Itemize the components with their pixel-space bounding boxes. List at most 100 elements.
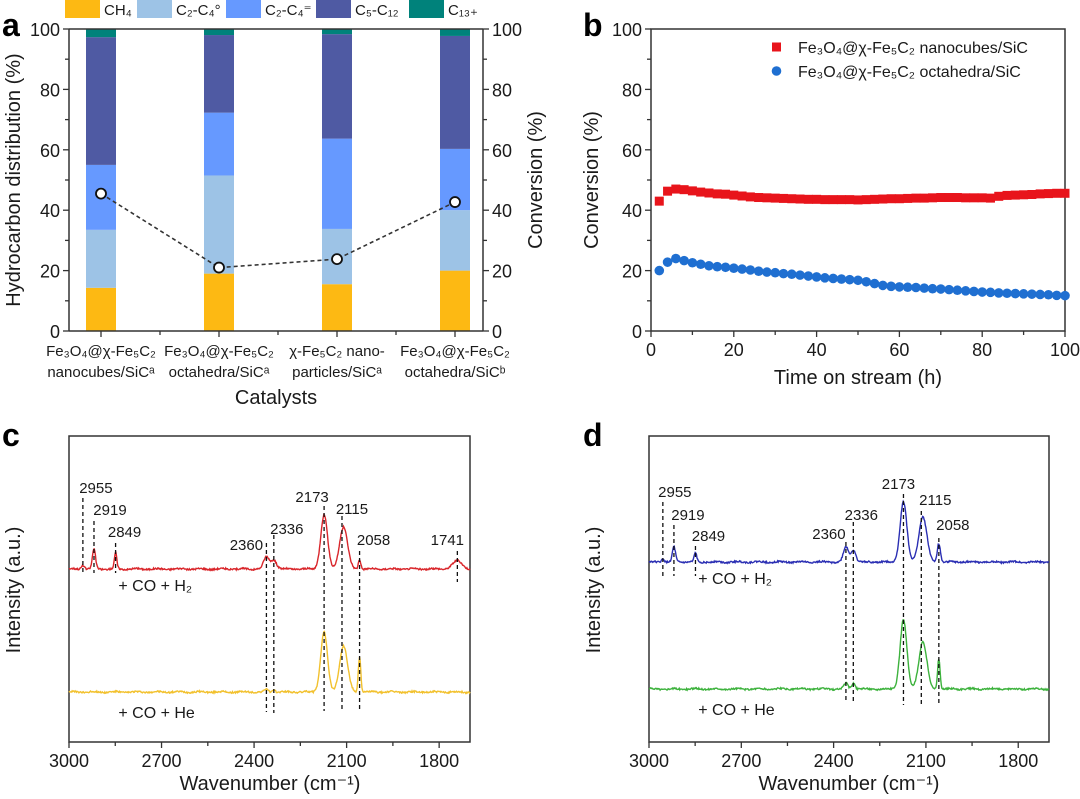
- data-point-square: [969, 193, 979, 203]
- series-label: + CO + H₂: [118, 578, 192, 595]
- data-point-square: [770, 193, 780, 203]
- panel-d-xlabel: Wavenumber (cm⁻¹): [759, 773, 940, 795]
- legend-marker-circle: [771, 66, 782, 76]
- spectrum-line: [68, 630, 471, 695]
- data-point-circle: [902, 282, 913, 293]
- y2-tick-label: 80: [492, 80, 512, 100]
- panel-a-ylabel: Hydrocarbon distribution (%): [3, 53, 25, 306]
- data-point-circle: [770, 267, 780, 278]
- panel-label-b: b: [583, 7, 603, 43]
- data-point-circle: [795, 270, 805, 280]
- panel-label-a: a: [2, 7, 20, 43]
- legend-swatch: [65, 0, 100, 18]
- data-point-circle: [679, 255, 689, 266]
- data-point-square: [762, 193, 772, 203]
- category-label: nanocubes/SiCᵃ: [47, 364, 155, 381]
- data-point-circle: [712, 261, 723, 272]
- data-point-circle: [778, 268, 789, 279]
- x-tick-label: 80: [972, 340, 992, 360]
- y-tick-label: 40: [40, 201, 60, 221]
- plot-frame: [648, 435, 1050, 743]
- conversion-point: [95, 187, 107, 200]
- data-point-circle: [811, 272, 822, 282]
- data-point-square: [820, 195, 830, 205]
- x-tick-label: 60: [889, 340, 909, 360]
- legend-label: C₂-C₄⁼: [265, 2, 312, 19]
- data-point-square: [687, 186, 697, 196]
- legend-marker-square: [772, 42, 781, 52]
- data-point-square: [894, 194, 904, 204]
- data-point-circle: [861, 276, 872, 287]
- data-point-circle: [704, 260, 714, 271]
- peak-label: 2849: [108, 524, 141, 541]
- data-point-square: [1052, 188, 1062, 198]
- panel-a-chart: 0 0 20 20 40 40 60 60 80 80 100 100 Fe₃O₄@χ-Fe₅C₂ nan…: [30, 0, 522, 381]
- data-point-square: [836, 195, 846, 205]
- legend-label: C₅-C₁₂: [355, 2, 399, 19]
- series-label: + CO + He: [698, 702, 775, 719]
- peak-label: 2173: [882, 476, 915, 493]
- panel-c-chart: 3000 2700 2400 2100 1800 + CO + H₂ + CO + He 29…: [49, 435, 471, 771]
- data-point-square: [795, 194, 805, 204]
- panel-a-xlabel: Catalysts: [235, 387, 317, 409]
- conversion-point: [449, 196, 461, 208]
- bar-segment: [204, 29, 234, 36]
- data-point-square: [919, 193, 929, 203]
- peak-label: 2955: [658, 484, 691, 501]
- legend-swatch: [316, 0, 351, 18]
- bar-segment: [440, 210, 470, 271]
- data-point-circle: [737, 264, 747, 274]
- data-point-square: [861, 195, 871, 205]
- bar-segment: [86, 229, 116, 288]
- data-point-square: [878, 194, 888, 204]
- panel-b-xlabel: Time on stream (h): [774, 367, 942, 389]
- y-tick-label: 100: [30, 20, 60, 40]
- legend-swatch: [226, 0, 261, 18]
- data-point-square: [994, 191, 1004, 201]
- data-point-circle: [993, 288, 1004, 298]
- panel-b-ylabel: Conversion (%): [581, 111, 603, 249]
- peak-label: 2058: [936, 517, 969, 534]
- y-tick-label: 0: [50, 322, 60, 342]
- data-point-circle: [762, 267, 772, 277]
- bar-segment: [322, 34, 352, 139]
- data-point-circle: [878, 280, 888, 291]
- bar-segment: [86, 37, 116, 165]
- category-label: octahedra/SiCᵃ: [169, 364, 270, 381]
- data-point-circle: [695, 259, 706, 270]
- bar-segment: [204, 273, 234, 331]
- data-point-square: [1043, 189, 1053, 199]
- data-point-square: [1002, 190, 1012, 200]
- panel-d-ylabel: Intensity (a.u.): [583, 527, 605, 654]
- data-point-circle: [1043, 289, 1054, 300]
- x-tick-label: 20: [724, 340, 744, 360]
- y-tick-label: 0: [632, 322, 642, 342]
- data-point-circle: [687, 257, 698, 268]
- data-point-circle: [729, 263, 739, 273]
- data-point-square: [663, 186, 673, 196]
- legend-swatch: [409, 0, 444, 18]
- data-point-circle: [786, 269, 797, 280]
- category-label: octahedra/SiCᵇ: [405, 364, 506, 381]
- bar-segment: [204, 35, 234, 113]
- data-point-square: [977, 193, 987, 203]
- data-point-square: [721, 189, 731, 199]
- data-point-circle: [1002, 288, 1012, 299]
- data-point-circle: [960, 286, 971, 296]
- data-point-square: [679, 185, 689, 195]
- data-point-circle: [853, 275, 863, 286]
- bar-segment: [322, 138, 352, 229]
- category-label: Fe₃O₄@χ-Fe₅C₂: [164, 343, 274, 360]
- data-point-circle: [803, 271, 814, 281]
- panel-label-c: c: [2, 417, 20, 453]
- spectrum-line: [68, 513, 471, 572]
- data-point-square: [928, 193, 938, 203]
- data-point-circle: [886, 281, 896, 292]
- panel-b-chart: 0 20 40 60 80 100 0 20 40 60 80 100 Fe₃O₄@χ-Fe₅C₂ na…: [612, 20, 1080, 360]
- data-point-circle: [894, 282, 905, 292]
- data-point-circle: [936, 284, 946, 294]
- data-point-square: [886, 194, 896, 204]
- x-tick-label: 2100: [327, 751, 367, 771]
- data-point-square: [944, 193, 954, 203]
- spectrum-line: [648, 618, 1050, 692]
